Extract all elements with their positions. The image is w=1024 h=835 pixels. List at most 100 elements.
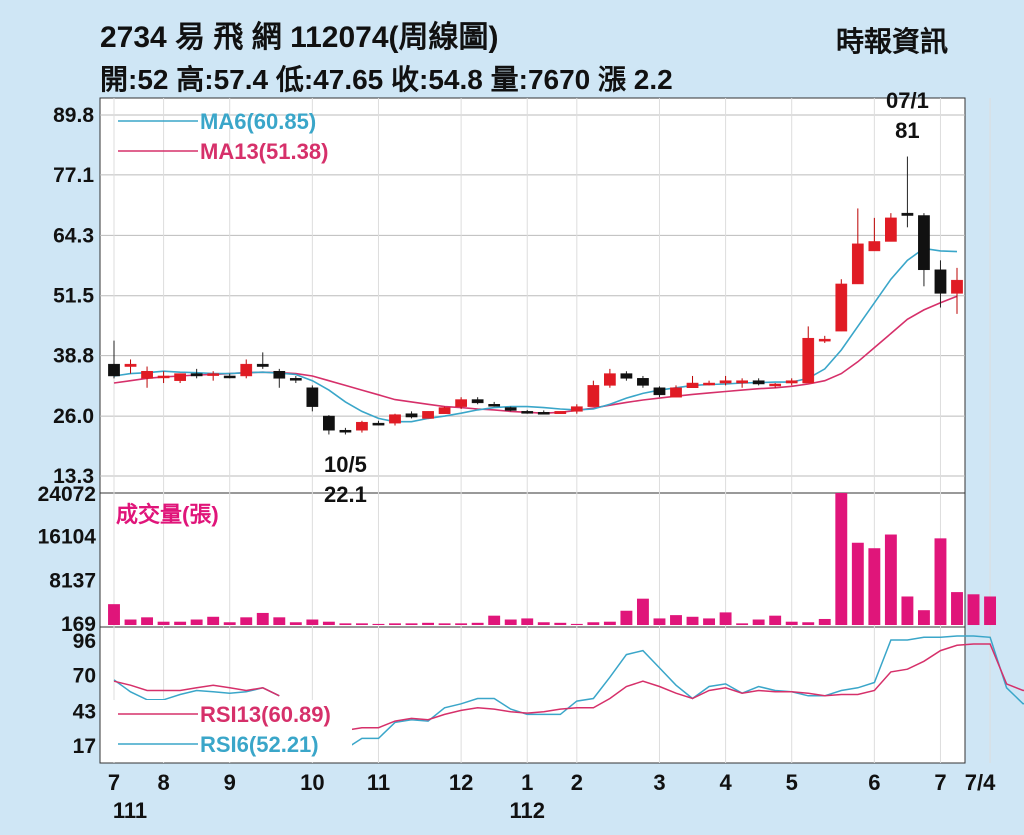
volume-bar bbox=[389, 623, 401, 625]
x-tick-label: 6 bbox=[868, 770, 880, 795]
candle-body bbox=[174, 373, 186, 381]
x-tick-label: 3 bbox=[653, 770, 665, 795]
candle-body bbox=[653, 387, 666, 396]
candle-body bbox=[521, 411, 534, 414]
volume-bar bbox=[422, 622, 435, 625]
x-tick-label: 7 bbox=[108, 770, 120, 795]
summary-line: 開:52 高:57.4 低:47.65 收:54.8 量:7670 漲 2.2 bbox=[100, 64, 673, 95]
candle-body bbox=[108, 363, 120, 377]
candle-body bbox=[736, 380, 748, 384]
volume-bar bbox=[802, 622, 815, 625]
volume-bar bbox=[587, 622, 600, 625]
volume-bar bbox=[951, 592, 963, 625]
volume-bar bbox=[818, 618, 831, 625]
candle-body bbox=[570, 406, 583, 412]
candle-body bbox=[471, 399, 484, 404]
ma13-legend: MA13(51.38) bbox=[200, 139, 328, 164]
volume-bar bbox=[703, 618, 716, 625]
x-tick-label: 7 bbox=[934, 770, 946, 795]
volume-bar bbox=[521, 618, 534, 625]
volume-bar bbox=[719, 612, 732, 625]
volume-bar bbox=[289, 622, 302, 625]
price-tick-label: 77.1 bbox=[53, 164, 94, 187]
volume-bar bbox=[141, 617, 154, 625]
x-tick-label: 8 bbox=[157, 770, 169, 795]
volume-bar bbox=[455, 623, 468, 625]
candle-body bbox=[604, 373, 616, 386]
candle-body bbox=[802, 337, 815, 384]
volume-bar bbox=[306, 619, 319, 625]
candle-body bbox=[934, 269, 947, 294]
volume-bar bbox=[570, 623, 583, 625]
volume-bar bbox=[273, 617, 286, 625]
volume-bar bbox=[174, 621, 187, 625]
candle-body bbox=[752, 380, 765, 385]
volume-bar bbox=[223, 622, 236, 625]
price-tick-label: 51.5 bbox=[53, 285, 94, 308]
volume-bar bbox=[835, 493, 848, 625]
candle-body bbox=[372, 422, 385, 426]
volume-bar bbox=[207, 616, 220, 625]
x-tick-label: 9 bbox=[224, 770, 236, 795]
volume-bar bbox=[851, 542, 864, 625]
volume-bar bbox=[934, 538, 947, 625]
candle-body bbox=[223, 375, 236, 379]
volume-bar bbox=[339, 623, 352, 625]
candle-body bbox=[637, 378, 649, 386]
x-tick-label: 11 bbox=[367, 770, 390, 795]
volume-panel bbox=[99, 492, 966, 628]
volume-bar bbox=[603, 621, 616, 625]
volume-bar bbox=[620, 610, 633, 625]
x-tick-label: 7/4 bbox=[965, 770, 996, 795]
rsi-tick-label: 70 bbox=[73, 665, 96, 688]
volume-bar bbox=[108, 604, 120, 625]
volume-bar bbox=[868, 548, 881, 625]
high-value-label: 81 bbox=[895, 118, 919, 143]
candle-body bbox=[256, 363, 269, 367]
volume-bar bbox=[537, 622, 550, 625]
volume-bar bbox=[653, 618, 666, 625]
volume-bar bbox=[636, 598, 649, 625]
candle-body bbox=[306, 387, 319, 407]
rsi6-legend: RSI6(52.21) bbox=[200, 732, 319, 757]
candle-body bbox=[240, 363, 253, 377]
volume-bar bbox=[157, 621, 170, 625]
volume-bar bbox=[752, 619, 765, 625]
candle-body bbox=[719, 380, 732, 384]
candle-body bbox=[488, 404, 501, 407]
volume-bar bbox=[124, 619, 137, 625]
candle-body bbox=[190, 373, 203, 377]
x-year-label: 111 bbox=[113, 798, 147, 823]
candle-body bbox=[670, 387, 682, 398]
candle-body bbox=[422, 411, 434, 419]
volume-tick-label: 169 bbox=[61, 613, 96, 636]
price-tick-label: 64.3 bbox=[53, 224, 94, 247]
rsi13-line bbox=[345, 643, 1024, 732]
volume-bar bbox=[504, 619, 517, 625]
rsi-legend-box bbox=[112, 700, 352, 762]
candle-body bbox=[951, 279, 963, 294]
x-tick-label: 2 bbox=[571, 770, 583, 795]
volume-bar bbox=[256, 612, 269, 625]
x-tick-label: 5 bbox=[786, 770, 798, 795]
candle-body bbox=[455, 399, 467, 407]
candle-body bbox=[785, 380, 798, 384]
price-tick-label: 26.0 bbox=[53, 405, 94, 428]
volume-bar bbox=[686, 616, 699, 625]
candle-body bbox=[289, 378, 302, 381]
chart-title: 2734 易 飛 網 112074(周線圖) bbox=[100, 21, 499, 54]
x-year-label: 112 bbox=[509, 798, 545, 823]
candle-body bbox=[323, 415, 335, 431]
candle-body bbox=[769, 383, 782, 387]
volume-bar bbox=[670, 615, 682, 625]
low-value-label: 22.1 bbox=[324, 482, 367, 507]
volume-bar bbox=[240, 617, 253, 625]
rsi-tick-label: 17 bbox=[73, 735, 96, 758]
candle-body bbox=[885, 217, 897, 242]
volume-bar bbox=[355, 623, 368, 625]
candle-body bbox=[851, 243, 864, 285]
volume-tick-label: 16104 bbox=[38, 526, 97, 549]
low-date-label: 10/5 bbox=[324, 452, 367, 477]
candle-body bbox=[356, 421, 368, 431]
candle-body bbox=[835, 283, 848, 332]
